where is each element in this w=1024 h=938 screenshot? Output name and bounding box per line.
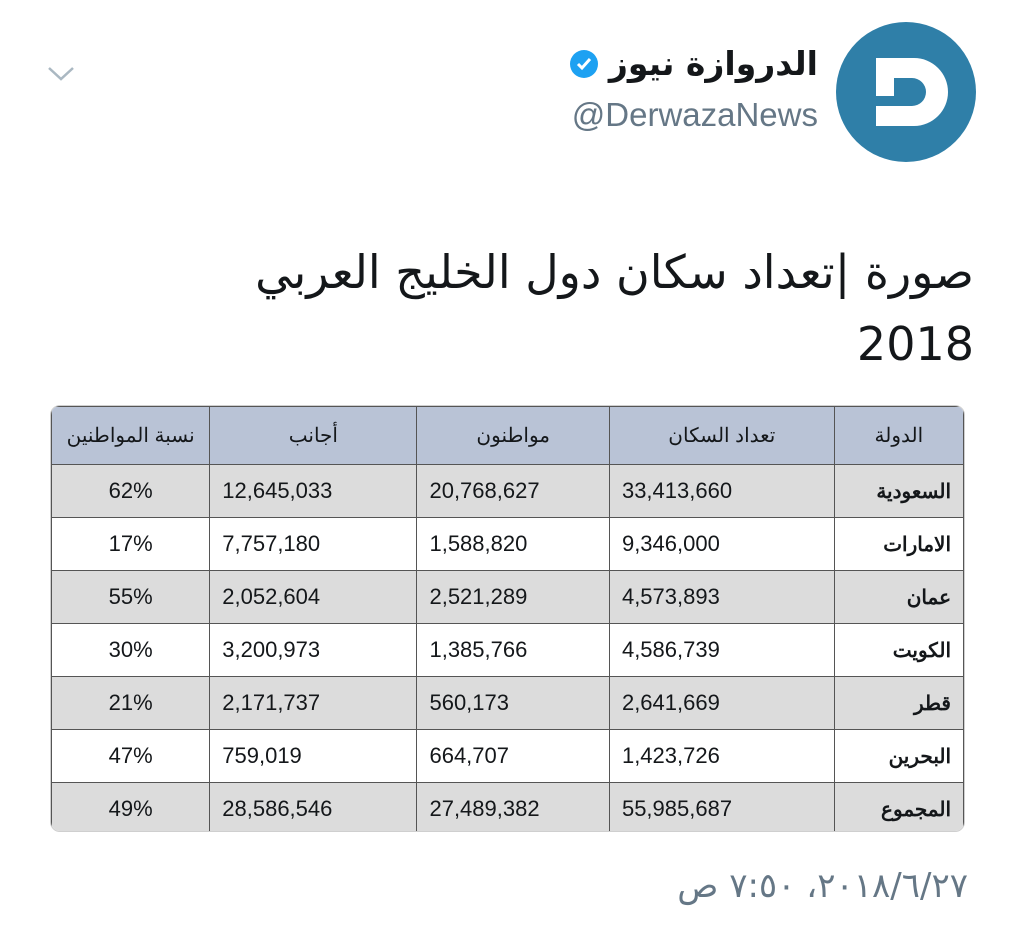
table-cell: 759,019 (209, 729, 418, 783)
table-cell: 55% (51, 570, 211, 624)
table-row: المجموع 55,985,687 27,489,382 28,586,546 49% (51, 782, 964, 831)
table-cell: 4,586,739 (608, 623, 835, 677)
table-cell: 7,757,180 (209, 517, 418, 571)
avatar[interactable] (836, 22, 976, 162)
display-name[interactable]: الدروازة نيوز (569, 44, 818, 83)
table-cell: 27,489,382 (416, 782, 610, 831)
table-cell: 2,052,604 (209, 570, 418, 624)
table-row: قطر 2,641,669 560,173 2,171,737 21% (51, 676, 964, 730)
table-cell: 1,588,820 (416, 517, 610, 571)
column-header: أجانب (209, 406, 418, 465)
table-cell: 62% (51, 464, 211, 518)
table-cell: قطر (833, 676, 964, 730)
table-cell: السعودية (833, 464, 964, 518)
table-cell: 9,346,000 (608, 517, 835, 571)
table-cell: 12,645,033 (209, 464, 418, 518)
table-cell: 2,641,669 (608, 676, 835, 730)
table-cell: البحرين (833, 729, 964, 783)
table-row: السعودية 33,413,660 20,768,627 12,645,033 62… (51, 464, 964, 518)
table-cell: 2,171,737 (209, 676, 418, 730)
table-row: عمان 4,573,893 2,521,289 2,052,604 55% (51, 570, 964, 624)
table-cell: 49% (51, 782, 211, 831)
table-cell: 47% (51, 729, 211, 783)
menu-chevron[interactable] (46, 64, 76, 84)
table-cell: الكويت (833, 623, 964, 677)
table-cell: 20,768,627 (416, 464, 610, 518)
name-text: الدروازة نيوز (608, 44, 818, 83)
column-header: مواطنون (416, 406, 610, 465)
column-header: تعداد السكان (608, 406, 835, 465)
table-cell: 1,423,726 (608, 729, 835, 783)
table-cell: 664,707 (416, 729, 610, 783)
population-table: الدولة تعداد السكان مواطنون أجانب نسبة الموا… (51, 406, 964, 831)
tweet-text: صورة |تعداد سكان دول الخليج العربي 2018 (214, 236, 974, 380)
table-cell: 560,173 (416, 676, 610, 730)
tweet-line: 2018 (856, 317, 974, 371)
handle[interactable]: @DerwazaNews (571, 96, 818, 133)
table-cell: 1,385,766 (416, 623, 610, 677)
table-cell: عمان (833, 570, 964, 624)
verified-badge (569, 49, 598, 78)
column-header: الدولة (833, 406, 964, 465)
column-header: نسبة المواطنين (51, 406, 211, 465)
table-row: الكويت 4,586,739 1,385,766 3,200,973 30% (51, 623, 964, 677)
table-cell: 30% (51, 623, 211, 677)
table-cell: المجموع (833, 782, 964, 831)
table-cell: 4,573,893 (608, 570, 835, 624)
table-cell: 17% (51, 517, 211, 571)
table-cell: الامارات (833, 517, 964, 571)
timestamp: ٢٠١٨/٦/٢٧، ٧:٥٠ ص (677, 866, 968, 906)
table-cell: 28,586,546 (209, 782, 418, 831)
table-cell: 21% (51, 676, 211, 730)
table-row: البحرين 1,423,726 664,707 759,019 47% (51, 729, 964, 783)
table-image: الدولة تعداد السكان مواطنون أجانب نسبة الموا… (50, 405, 965, 832)
table-cell: 55,985,687 (608, 782, 835, 831)
table-cell: 33,413,660 (608, 464, 835, 518)
table-row: الامارات 9,346,000 1,588,820 7,757,180 17% (51, 517, 964, 571)
table-cell: 3,200,973 (209, 623, 418, 677)
header-row: الدولة تعداد السكان مواطنون أجانب نسبة الموا… (51, 406, 964, 465)
tweet-line: صورة |تعداد سكان دول الخليج العربي (255, 245, 974, 299)
table-cell: 2,521,289 (416, 570, 610, 624)
